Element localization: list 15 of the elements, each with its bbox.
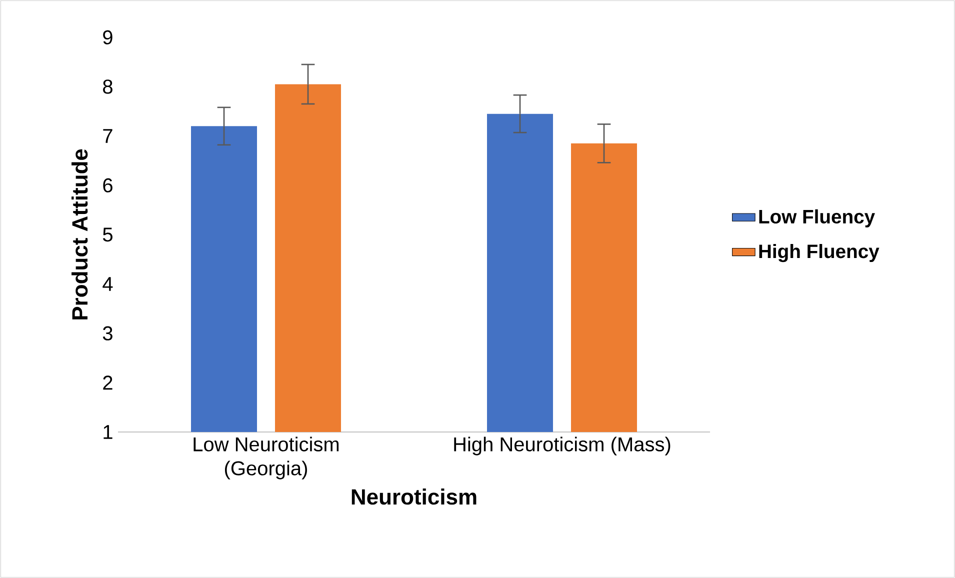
y-tick-label: 7 bbox=[103, 129, 112, 143]
y-tick-label: 3 bbox=[102, 326, 112, 340]
y-tick-label: 2 bbox=[103, 376, 112, 390]
y-tick-label: 1 bbox=[104, 425, 112, 439]
x-axis-title: Neuroticism bbox=[352, 488, 476, 505]
y-tick-label: 6 bbox=[103, 178, 112, 192]
x-tick-label: High Neuroticism (Mass) bbox=[454, 436, 670, 456]
y-tick-label: 8 bbox=[103, 80, 112, 94]
legend-label: High Fluency bbox=[759, 244, 880, 262]
y-tick-label: 4 bbox=[102, 277, 113, 291]
y-axis-title: Product Attitude bbox=[72, 149, 88, 320]
y-tick-label: 5 bbox=[102, 228, 112, 242]
x-tick-label: Low Neuroticism (Georgia) bbox=[194, 436, 339, 480]
y-tick-label: 9 bbox=[103, 30, 112, 44]
legend-label: Low Fluency bbox=[759, 209, 875, 228]
